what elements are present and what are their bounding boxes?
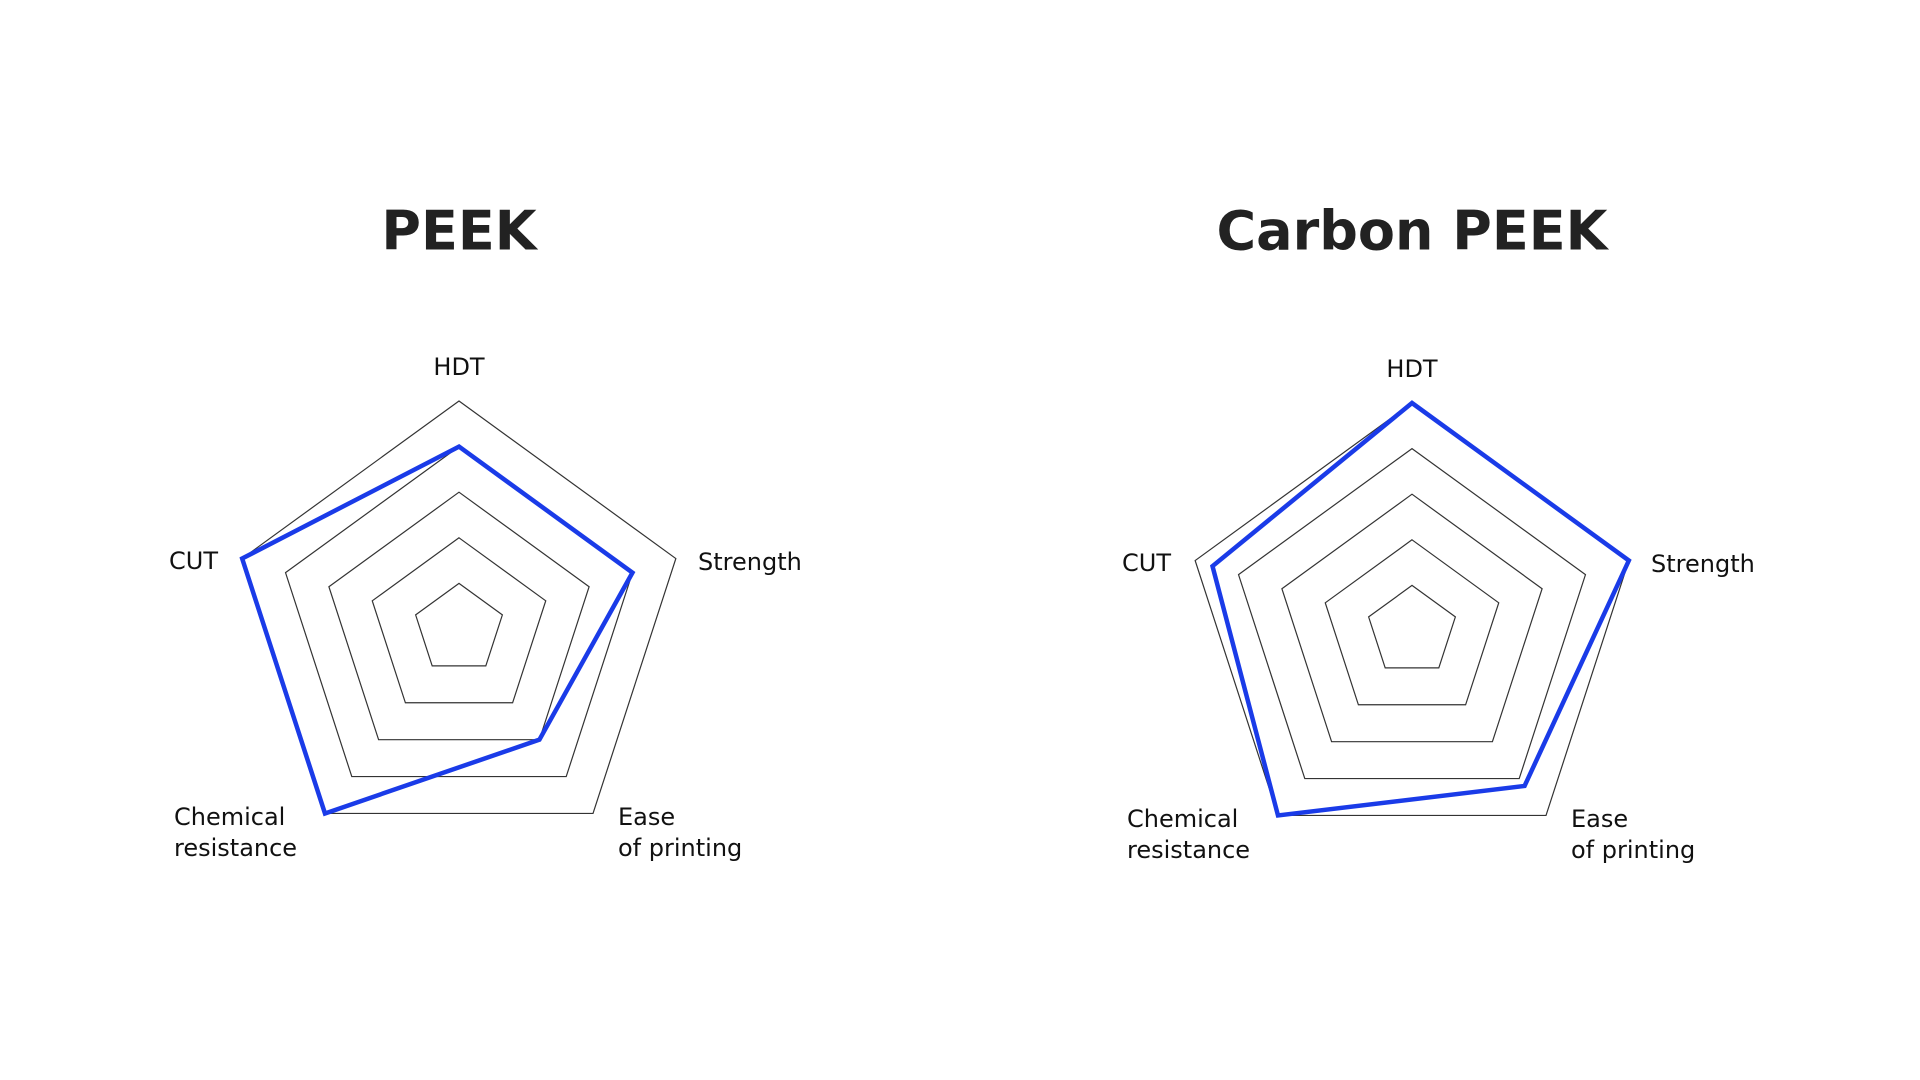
axis-label: Strength bbox=[1651, 550, 1755, 578]
axis-label: Ease bbox=[618, 803, 675, 831]
axis-label: CUT bbox=[169, 547, 218, 575]
data-line bbox=[239, 443, 636, 817]
chart-title: Carbon PEEK bbox=[1217, 200, 1610, 263]
radar-chart: Carbon PEEK HDT Strength Ease of printing Che… bbox=[1122, 200, 1755, 864]
axis-label: of printing bbox=[618, 834, 742, 862]
grid-ring bbox=[1367, 584, 1457, 669]
axis-label: Ease bbox=[1571, 805, 1628, 833]
grid-ring bbox=[328, 491, 590, 741]
axis-label: HDT bbox=[1386, 355, 1438, 383]
grid-ring bbox=[241, 400, 677, 815]
grid-ring bbox=[1324, 539, 1500, 706]
axis-label: resistance bbox=[174, 834, 297, 862]
axis-label: Strength bbox=[698, 548, 802, 576]
axis-label: Chemical bbox=[1127, 805, 1238, 833]
axis-label: HDT bbox=[433, 353, 485, 381]
axis-label: resistance bbox=[1127, 836, 1250, 864]
grid-ring bbox=[414, 582, 504, 667]
radar-chart: PEEK HDT Strength Ease of printing Chemical re… bbox=[169, 200, 802, 862]
grid-ring bbox=[1237, 447, 1587, 780]
axis-label: CUT bbox=[1122, 549, 1171, 577]
axis-label: Chemical bbox=[174, 803, 285, 831]
axis-label: of printing bbox=[1571, 836, 1695, 864]
grid-ring bbox=[1281, 493, 1543, 743]
grid-ring bbox=[371, 537, 547, 704]
data-line bbox=[1209, 400, 1632, 818]
chart-title: PEEK bbox=[381, 200, 538, 263]
